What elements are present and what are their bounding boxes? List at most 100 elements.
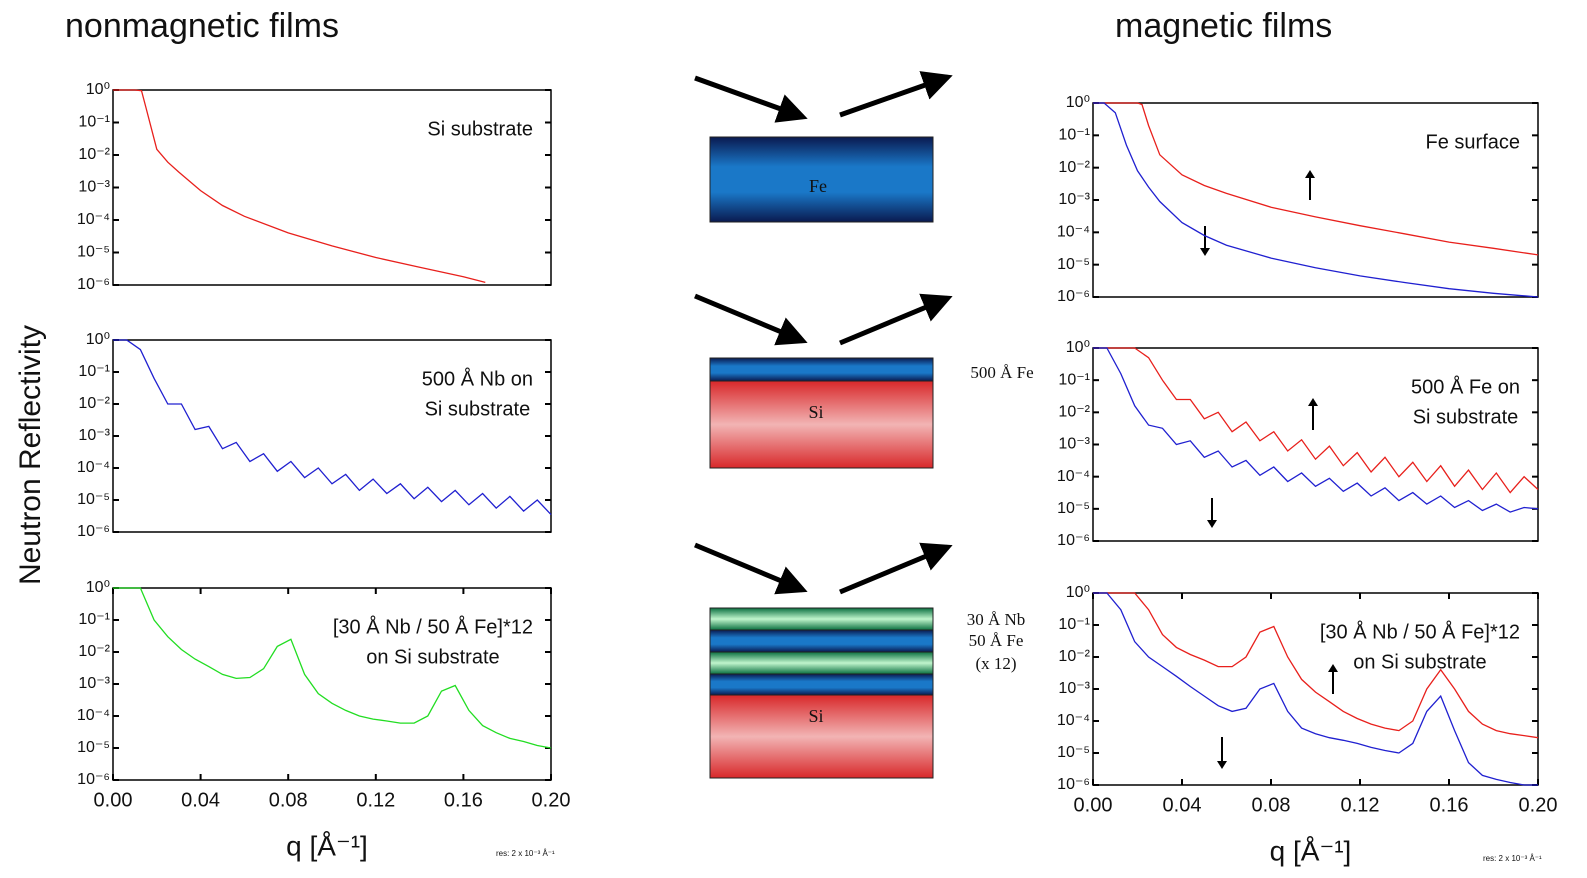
layer-label: Fe: [809, 176, 827, 196]
y-tick-label: 10⁻⁴: [77, 707, 110, 724]
y-tick-label: 10⁻¹: [1058, 371, 1090, 388]
x-tick-label: 0.04: [1163, 794, 1202, 816]
x-tick-label: 0.12: [356, 789, 395, 811]
annotation: Si substrate: [425, 398, 531, 420]
x-tick-label: 0.20: [1519, 794, 1558, 816]
fe-layer: [709, 629, 934, 653]
y-tick-label: 10⁰: [86, 331, 110, 348]
y-tick-label: 10⁻¹: [78, 114, 110, 131]
y-tick-label: 10⁻³: [78, 675, 110, 692]
y-tick-label: 10⁻³: [78, 179, 110, 196]
y-tick-label: 10⁻⁶: [1057, 532, 1090, 549]
y-tick-label: 10⁻⁴: [1057, 468, 1090, 485]
x-axis-label: q [Å⁻¹]: [1270, 835, 1352, 866]
layer-label: Si: [808, 402, 823, 422]
x-tick-label: 0.04: [181, 789, 220, 811]
y-tick-label: 10⁻³: [1058, 191, 1090, 208]
y-tick-label: 10⁰: [86, 81, 110, 98]
reflected-beam: [839, 293, 953, 346]
reflectivity-curve: [113, 89, 486, 284]
x-tick-label: 0.12: [1341, 794, 1380, 816]
y-tick-label: 10⁻²: [78, 146, 110, 163]
fe-layer: [709, 357, 934, 382]
annotation: on Si substrate: [1353, 651, 1486, 673]
nb-layer: [709, 651, 934, 675]
heading: nonmagnetic films: [65, 7, 339, 45]
layer-label: 50 Å Fe: [969, 631, 1024, 650]
reflectivity-curve: [113, 339, 552, 516]
y-tick-label: 10⁻³: [1058, 680, 1090, 697]
y-tick-label: 10⁻⁴: [77, 211, 110, 228]
si-layer: [709, 380, 934, 469]
samples: [709, 136, 934, 779]
layer-label: 500 Å Fe: [970, 363, 1033, 382]
reflectivity-curve: [1093, 347, 1539, 494]
annotation: on Si substrate: [366, 646, 499, 668]
layer-label: Si: [808, 706, 823, 726]
reflectivity-curve: [1093, 347, 1539, 513]
heading: magnetic films: [1115, 7, 1332, 45]
y-tick-label: 10⁻⁴: [1057, 224, 1090, 241]
reflectivity-curve: [1093, 592, 1539, 739]
annotation: 500 Å Fe on: [1411, 375, 1520, 398]
layer-label: 30 Å Nb: [967, 610, 1026, 629]
y-tick-label: 10⁻⁵: [1057, 744, 1090, 761]
y-tick-label: 10⁻²: [1058, 648, 1090, 665]
y-tick-label: 10⁻⁴: [77, 459, 110, 476]
y-tick-label: 10⁻⁵: [1057, 500, 1090, 517]
annotation: [30 Å Nb / 50 Å Fe]*12: [333, 615, 533, 638]
fe-layer: [709, 673, 934, 696]
y-tick-label: 10⁻¹: [1058, 616, 1090, 633]
incident-beam: [694, 293, 808, 346]
y-tick-label: 10⁻²: [1058, 404, 1090, 421]
y-tick-label: 10⁻²: [78, 643, 110, 660]
reflected-beam: [839, 542, 953, 595]
annotation: Si substrate: [427, 118, 533, 140]
y-tick-label: 10⁻⁴: [1057, 712, 1090, 729]
nb-layer: [709, 607, 934, 631]
annotation: [30 Å Nb / 50 Å Fe]*12: [1320, 620, 1520, 643]
y-tick-label: 10⁻⁵: [1057, 256, 1090, 273]
y-tick-label: 10⁻⁶: [1057, 776, 1090, 793]
x-tick-label: 0.16: [1430, 794, 1469, 816]
y-tick-label: 10⁻²: [1058, 159, 1090, 176]
y-tick-label: 10⁻⁶: [77, 276, 110, 293]
x-tick-label: 0.00: [1074, 794, 1113, 816]
si-layer: [709, 694, 934, 779]
x-axis-label: q [Å⁻¹]: [286, 830, 368, 861]
y-tick-label: 10⁻²: [78, 395, 110, 412]
y-tick-label: 10⁻¹: [78, 611, 110, 628]
x-tick-label: 0.16: [444, 789, 483, 811]
y-tick-label: 10⁻¹: [1058, 127, 1090, 144]
reflectivity-curve: [1093, 102, 1539, 298]
y-tick-label: 10⁻³: [1058, 436, 1090, 453]
y-tick-label: 10⁻⁵: [77, 491, 110, 508]
annotation: 500 Å Nb on: [422, 367, 533, 390]
layer-label: (x 12): [975, 654, 1016, 673]
y-tick-label: 10⁻⁶: [1057, 288, 1090, 305]
reflectivity-curve: [1093, 102, 1539, 256]
y-tick-label: 10⁰: [1066, 339, 1090, 356]
fe-layer: [709, 136, 934, 223]
reflectivity-curve: [1093, 592, 1538, 786]
incident-beam: [694, 542, 808, 595]
reflected-beam: [839, 71, 953, 118]
incident-beam: [694, 75, 808, 123]
y-tick-label: 10⁰: [86, 579, 110, 596]
y-tick-label: 10⁻³: [78, 427, 110, 444]
y-tick-label: 10⁻⁶: [77, 771, 110, 788]
spin-arrows: [1200, 170, 1338, 769]
y-tick-label: 10⁻⁵: [77, 739, 110, 756]
resolution-note: res: 2 x 10⁻³ Å⁻¹: [496, 849, 555, 858]
y-tick-label: 10⁻¹: [78, 363, 110, 380]
x-tick-label: 0.08: [1252, 794, 1291, 816]
y-tick-label: 10⁰: [1066, 584, 1090, 601]
resolution-note: res: 2 x 10⁻³ Å⁻¹: [1483, 854, 1542, 863]
annotation: Si substrate: [1413, 406, 1519, 428]
reflectivity-curve: [113, 587, 552, 749]
y-axis-label: Neutron Reflectivity: [14, 325, 47, 585]
y-tick-label: 10⁻⁵: [77, 244, 110, 261]
diagram: [694, 71, 953, 595]
annotation: Fe surface: [1426, 131, 1520, 153]
